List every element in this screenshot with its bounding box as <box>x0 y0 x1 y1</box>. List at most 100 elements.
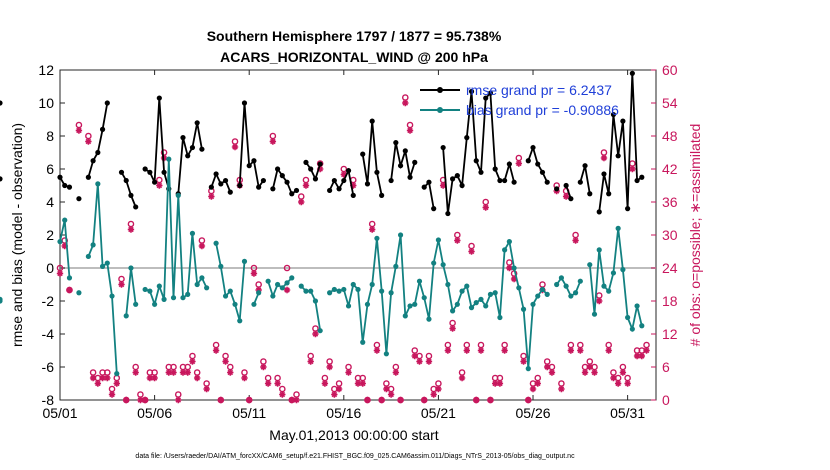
bias-point <box>606 288 612 294</box>
obs-assimilated-point <box>75 127 83 134</box>
bias-point <box>241 258 248 264</box>
bias-point <box>331 286 337 293</box>
rmse-point <box>464 135 470 141</box>
obs-assimilated-point <box>392 369 400 376</box>
obs-assimilated-point <box>605 347 612 354</box>
obs-assimilated-point <box>250 270 258 277</box>
rmse-point <box>497 177 503 184</box>
obs-assimilated-point <box>141 396 149 404</box>
rmse-point <box>397 163 404 169</box>
obs-assimilated-point <box>99 374 106 382</box>
rmse-point <box>544 179 550 185</box>
bias-point <box>194 281 200 288</box>
legend-bias-label: bias grand pr = -0.90886 <box>466 102 619 118</box>
bias-point <box>572 290 579 296</box>
obs-assimilated-point <box>610 374 617 382</box>
obs-assimilated-point <box>562 193 570 200</box>
obs-assimilated-point <box>241 374 248 382</box>
y2-axis-label: # of obs: o=possible; ∗=assimilated <box>687 124 703 347</box>
rmse-point <box>634 177 640 184</box>
rmse-point <box>57 174 63 180</box>
rmse-point <box>274 166 281 172</box>
obs-assimilated-point <box>89 374 97 382</box>
bias-point <box>161 296 167 302</box>
y2-tick-label: 6 <box>662 359 670 375</box>
obs-assimilated-point <box>506 264 513 272</box>
rmse-point <box>388 177 394 184</box>
obs-assimilated-point <box>449 325 456 332</box>
bias-point <box>393 263 399 269</box>
rmse-point <box>601 171 607 177</box>
rmse-point <box>483 95 489 101</box>
obs-assimilated-point <box>435 385 442 393</box>
obs-assimilated-point <box>439 182 447 189</box>
obs-assimilated-point <box>572 237 579 244</box>
obs-assimilated-point <box>264 380 272 387</box>
rmse-point <box>66 184 73 190</box>
rmse-point <box>402 148 408 154</box>
obs-assimilated-point <box>458 374 466 382</box>
obs-assimilated-point <box>146 374 154 382</box>
obs-assimilated-point <box>473 396 480 404</box>
y-tick-label: 2 <box>46 227 54 243</box>
obs-assimilated-point <box>269 138 277 145</box>
obs-assimilated-point <box>643 347 650 354</box>
rmse-point <box>327 187 333 194</box>
bias-point <box>629 326 635 332</box>
rmse-point <box>374 169 380 175</box>
obs-assimilated-series <box>56 99 650 404</box>
bias-point <box>464 283 470 289</box>
x-tick-label: 05/26 <box>515 405 550 421</box>
obs-assimilated-point <box>577 347 584 354</box>
obs-assimilated-point <box>397 396 404 404</box>
rmse-point <box>412 159 418 165</box>
bias-point <box>620 267 626 273</box>
bias-point <box>147 288 153 294</box>
rmse-point <box>99 126 106 132</box>
obs-assimilated-point <box>510 275 518 283</box>
bias-point <box>554 281 560 288</box>
bias-point <box>369 281 375 288</box>
bias-point <box>440 262 446 268</box>
bias-point <box>274 281 281 288</box>
rmse-point <box>336 186 342 192</box>
bias-point <box>213 240 219 246</box>
x-axis-label: May.01,2013 00:00:00 start <box>269 427 439 443</box>
x-tick-label: 05/16 <box>326 405 361 421</box>
y2-tick-label: 48 <box>662 128 678 144</box>
bias-point <box>610 270 617 276</box>
rmse-point <box>194 120 200 126</box>
bias-point <box>383 351 389 357</box>
obs-assimilated-point <box>94 380 102 387</box>
rmse-point <box>199 146 205 152</box>
rmse-point <box>459 182 465 189</box>
bias-point <box>336 288 342 294</box>
y-tick-label: -6 <box>42 359 55 375</box>
obs-assimilated-point <box>255 286 262 294</box>
rmse-point <box>241 100 248 106</box>
bias-point <box>459 288 465 294</box>
rmse-point <box>180 135 186 141</box>
y-tick-label: -2 <box>42 293 55 309</box>
rmse-point <box>152 179 158 185</box>
rmse-point <box>341 177 347 184</box>
x-tick-label: 05/01 <box>42 405 77 421</box>
bias-point <box>341 286 347 293</box>
legend-bias-marker <box>437 107 443 113</box>
rmse-point <box>473 158 479 164</box>
bias-point <box>468 305 475 311</box>
obs-assimilated-point <box>515 160 523 167</box>
rmse-point <box>360 151 366 157</box>
rmse-point <box>625 206 631 212</box>
bias-point <box>95 181 101 187</box>
bias-point <box>57 239 63 245</box>
y2-tick-label: 18 <box>662 293 678 309</box>
rmse-point <box>293 187 300 194</box>
rmse-point <box>393 140 399 146</box>
obs-assimilated-point <box>184 369 191 376</box>
obs-assimilated-point <box>581 369 589 376</box>
bias-point <box>152 301 158 307</box>
obs-assimilated-point <box>61 242 68 250</box>
obs-assimilated-point <box>298 198 305 206</box>
